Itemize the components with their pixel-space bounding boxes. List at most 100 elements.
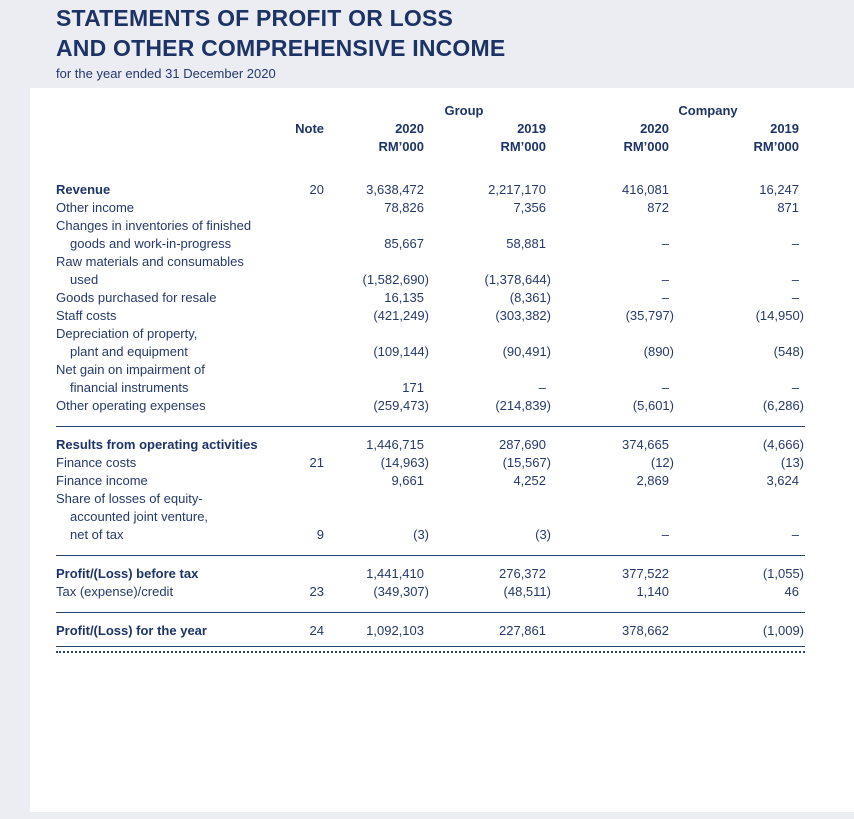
- table-row: Changes in inventories of finished: [56, 217, 805, 235]
- row-label: net of tax: [70, 527, 124, 542]
- value-cell: 171: [402, 380, 424, 395]
- table-row: Revenue 20 3,638,472 2,217,170 416,081 16,247: [56, 181, 805, 199]
- value-cell: (12): [650, 455, 674, 470]
- value-cell: –: [791, 236, 800, 251]
- spacer-cell: [56, 138, 286, 181]
- table-row: Finance costs 21 (14,963) (15,567) (12) (13): [56, 454, 805, 472]
- table-row: Tax (expense)/credit 23 (349,307) (48,511) 1…: [56, 583, 805, 601]
- value-cell: 3,638,472: [366, 182, 424, 197]
- group-column-header: Group: [444, 103, 484, 118]
- table-row: accounted joint venture,: [56, 508, 805, 526]
- spacer-cell: [56, 120, 286, 138]
- note-cell: [286, 217, 330, 235]
- row-label: Finance costs: [56, 455, 137, 470]
- segment-header-row: Group Company: [56, 102, 805, 120]
- table-row: Depreciation of property,: [56, 325, 805, 343]
- note-cell: [286, 361, 330, 379]
- value-cell: [552, 217, 675, 235]
- table-row: Share of losses of equity-: [56, 490, 805, 508]
- value-cell: (890): [643, 344, 674, 359]
- bottom-rule-dotted: [56, 651, 805, 653]
- table-row: Net gain on impairment of: [56, 361, 805, 379]
- value-cell: (214,839): [495, 398, 551, 413]
- note-cell: [286, 307, 330, 325]
- table-row: Finance income 9,661 4,252 2,869 3,624: [56, 472, 805, 490]
- statement-table: Group Company Note 2020 2019 2020 2019 R…: [56, 102, 806, 640]
- note-cell: [286, 508, 330, 526]
- value-cell: 3,624: [766, 473, 800, 488]
- note-cell: [286, 565, 330, 583]
- separator-line: [56, 415, 806, 436]
- note-cell: [286, 436, 330, 454]
- year-header-row: Note 2020 2019 2020 2019: [56, 120, 805, 138]
- value-cell: 227,861: [499, 623, 546, 638]
- group-2020-year-header: 2020: [395, 121, 424, 136]
- separator-line: [56, 544, 806, 565]
- row-label: Depreciation of property,: [56, 326, 198, 341]
- row-label: Net gain on impairment of: [56, 362, 205, 377]
- company-column-header: Company: [678, 103, 738, 118]
- value-cell: [675, 361, 805, 379]
- table-row: Goods purchased for resale 16,135 (8,361) –…: [56, 289, 805, 307]
- value-cell: –: [661, 290, 669, 305]
- value-cell: –: [791, 527, 800, 542]
- value-cell: [675, 490, 805, 508]
- value-cell: 1,441,410: [366, 566, 424, 581]
- row-label: accounted joint venture,: [70, 509, 209, 524]
- value-cell: (1,055): [762, 566, 805, 581]
- value-cell: [675, 508, 805, 526]
- value-cell: (4,666): [762, 437, 805, 452]
- value-cell: [552, 361, 675, 379]
- value-cell: (15,567): [502, 455, 551, 470]
- value-cell: (8,361): [509, 290, 551, 305]
- value-cell: (1,582,690): [362, 272, 430, 287]
- note-cell: 9: [316, 527, 324, 542]
- value-cell: 276,372: [499, 566, 546, 581]
- table-row: Raw materials and consumables: [56, 253, 805, 271]
- note-cell: [286, 325, 330, 343]
- table-row: Other operating expenses (259,473) (214,83…: [56, 397, 805, 415]
- value-cell: 2,217,170: [488, 182, 546, 197]
- value-cell: [430, 325, 552, 343]
- value-cell: 9,661: [391, 473, 424, 488]
- row-label: used: [70, 272, 99, 287]
- value-cell: 78,826: [384, 200, 424, 215]
- company-2019-year-header: 2019: [770, 121, 800, 136]
- value-cell: (349,307): [373, 584, 429, 599]
- spacer-cell: [286, 102, 330, 120]
- value-cell: [330, 490, 430, 508]
- value-cell: (421,249): [373, 308, 429, 323]
- company-2020-unit-header: RM’000: [623, 139, 669, 154]
- separator-rule-row: [56, 415, 806, 436]
- row-label: Tax (expense)/credit: [56, 584, 174, 599]
- spacer-cell: [56, 102, 286, 120]
- page-subtitle: for the year ended 31 December 2020: [56, 66, 276, 81]
- value-cell: (259,473): [373, 398, 429, 413]
- table-container: Group Company Note 2020 2019 2020 2019 R…: [30, 88, 854, 653]
- value-cell: [430, 490, 552, 508]
- table-row: net of tax 9 (3) (3) – –: [56, 526, 805, 544]
- value-cell: (303,382): [495, 308, 551, 323]
- value-cell: 4,252: [513, 473, 546, 488]
- value-cell: –: [661, 380, 669, 395]
- value-cell: 378,662: [622, 623, 669, 638]
- note-cell: [286, 343, 330, 361]
- note-cell: [286, 253, 330, 271]
- note-cell: [286, 379, 330, 397]
- value-cell: [675, 253, 805, 271]
- value-cell: [552, 325, 675, 343]
- note-cell: [286, 472, 330, 490]
- value-cell: 872: [647, 200, 669, 215]
- value-cell: 1,140: [636, 584, 669, 599]
- value-cell: [330, 253, 430, 271]
- note-cell: 23: [309, 584, 324, 599]
- value-cell: (3): [535, 527, 551, 542]
- value-cell: –: [661, 527, 669, 542]
- value-cell: –: [791, 290, 800, 305]
- value-cell: [675, 217, 805, 235]
- row-label: Staff costs: [56, 308, 117, 323]
- value-cell: [552, 253, 675, 271]
- value-cell: (1,009): [762, 623, 805, 638]
- value-cell: (48,511): [503, 584, 551, 599]
